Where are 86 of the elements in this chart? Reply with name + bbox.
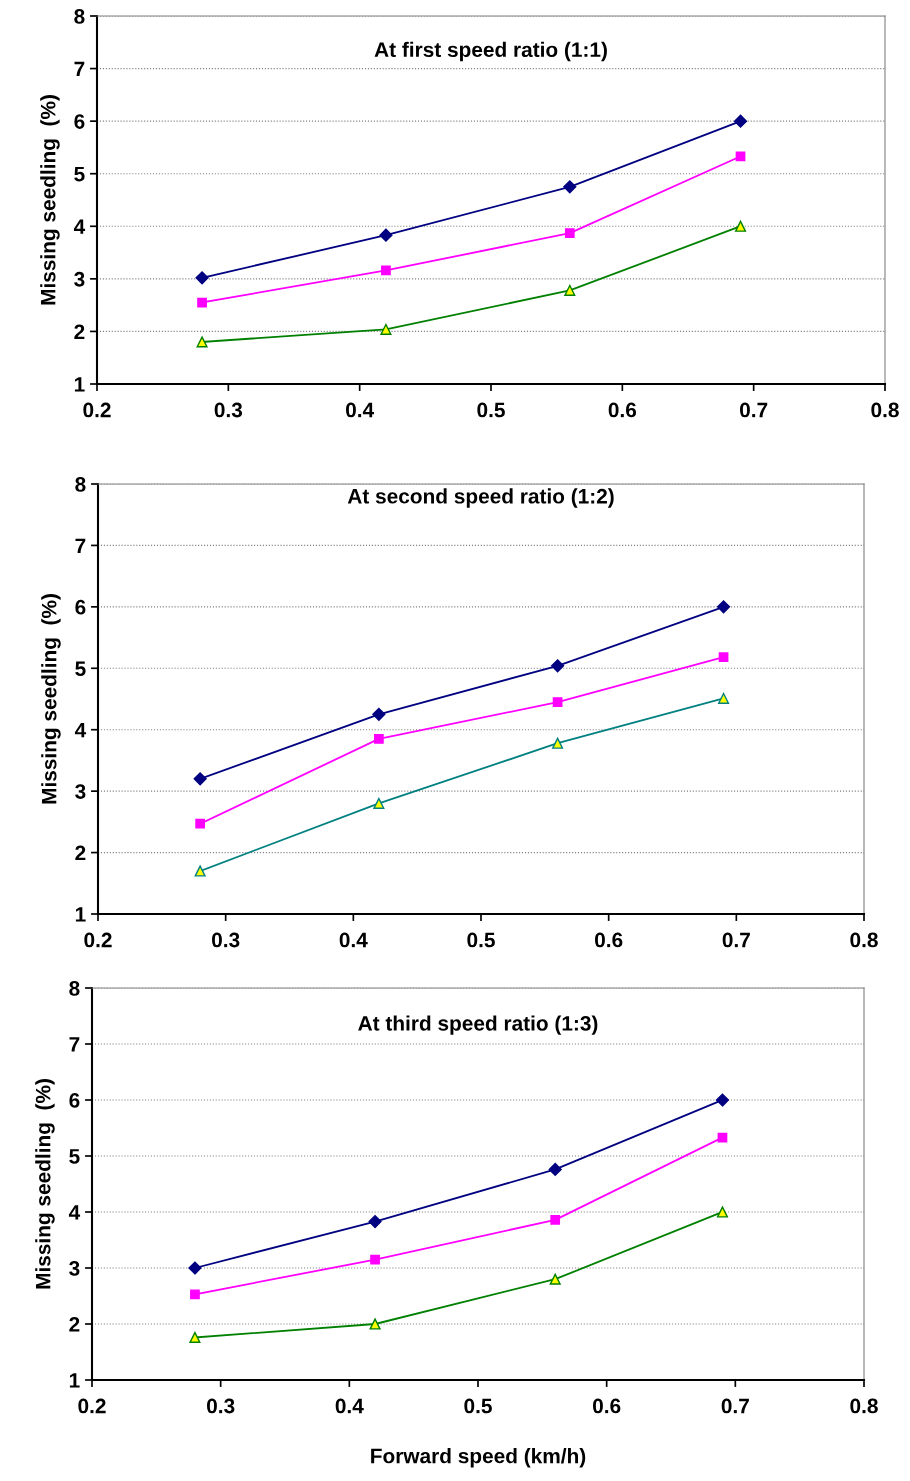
y-tick-label: 6 (74, 114, 85, 129)
point (716, 600, 731, 614)
point (718, 692, 730, 704)
point (716, 1206, 729, 1218)
point (563, 180, 577, 194)
x-tick-label: 0.4 (346, 402, 375, 418)
y-tick-label: 2 (74, 324, 85, 339)
y-tick-label: 5 (74, 166, 85, 182)
y-tick-label: 3 (75, 784, 86, 799)
y-tick-label: 4 (73, 219, 86, 234)
y-tick-label: 8 (69, 981, 80, 996)
y-tick-label: 5 (75, 661, 86, 677)
x-tick-label: 0.6 (608, 402, 637, 418)
y-tick-label: 4 (74, 722, 87, 738)
y-axis-title: Missing seedling (%) (41, 594, 61, 804)
point (734, 220, 747, 232)
x-tick-label: 0.3 (212, 932, 240, 948)
x-tick-label: 0.2 (84, 932, 112, 948)
point (372, 707, 386, 721)
point (190, 1289, 200, 1300)
point (380, 323, 392, 335)
x-tick-label: 0.8 (871, 402, 899, 418)
x-tick-label: 0.2 (78, 1398, 106, 1414)
y-tick-label: 1 (69, 1373, 80, 1388)
point (189, 1331, 201, 1343)
x-tick-label: 0.7 (740, 402, 768, 418)
y-tick-label: 6 (75, 599, 86, 615)
text: At first speed ratio (1:1) (374, 41, 607, 62)
x-tick-label: 0.6 (595, 932, 623, 948)
y-tick-label: 2 (69, 1317, 80, 1332)
x-tick-label: 0.2 (83, 402, 111, 418)
point (370, 1254, 380, 1265)
point (381, 265, 391, 276)
y-tick-label: 1 (74, 377, 85, 392)
point (379, 228, 393, 242)
point (369, 1318, 381, 1330)
point (188, 1261, 202, 1275)
x-tick-label: 0.5 (467, 932, 495, 948)
x-axis-title: Forward speed (km/h) (371, 1448, 586, 1468)
text: At third speed ratio (1:3) (358, 1015, 598, 1035)
y-axis-title: Missing seedling (%) (35, 1079, 55, 1289)
y-tick-label: 4 (68, 1205, 81, 1220)
x-tick-label: 0.5 (464, 1398, 492, 1414)
chart-title: At second speed ratio (1:2) (347, 488, 614, 508)
y-tick-label: 7 (74, 61, 85, 77)
point (564, 228, 575, 238)
y-tick-label: 3 (69, 1261, 80, 1276)
point (197, 297, 207, 308)
x-tick-label: 0.8 (850, 1398, 878, 1414)
point (193, 772, 207, 786)
point (715, 1093, 730, 1107)
point (718, 652, 729, 663)
x-tick-label: 0.7 (721, 1398, 749, 1414)
x-tick-label: 0.7 (722, 932, 750, 948)
y-tick-label: 5 (69, 1149, 80, 1164)
y-tick-label: 7 (69, 1037, 80, 1052)
point (549, 1273, 561, 1285)
y-tick-label: 6 (69, 1093, 80, 1108)
point (196, 336, 208, 348)
point (374, 734, 384, 744)
x-tick-label: 0.5 (477, 402, 505, 418)
y-tick-label: 1 (75, 907, 86, 922)
x-tick-label: 0.4 (335, 1398, 364, 1414)
point (550, 1214, 561, 1225)
point (564, 284, 576, 296)
y-tick-label: 3 (74, 271, 85, 287)
y-axis-title: Missing seedling (%) (40, 95, 60, 305)
point (733, 114, 748, 128)
point (548, 1162, 562, 1177)
point (368, 1214, 382, 1229)
point (551, 659, 565, 673)
y-tick-label: 7 (75, 538, 86, 553)
y-tick-label: 8 (75, 477, 86, 492)
y-tick-label: 2 (75, 845, 86, 861)
y-tick-label: 8 (74, 9, 85, 24)
point (552, 737, 564, 749)
point (552, 697, 563, 707)
point (194, 865, 206, 877)
point (195, 271, 209, 285)
x-tick-label: 0.4 (339, 932, 368, 948)
x-tick-label: 0.8 (850, 932, 878, 948)
x-tick-label: 0.6 (593, 1398, 621, 1414)
x-tick-label: 0.3 (207, 1398, 235, 1414)
x-tick-label: 0.3 (214, 402, 243, 418)
point (195, 818, 205, 829)
point (373, 797, 385, 809)
